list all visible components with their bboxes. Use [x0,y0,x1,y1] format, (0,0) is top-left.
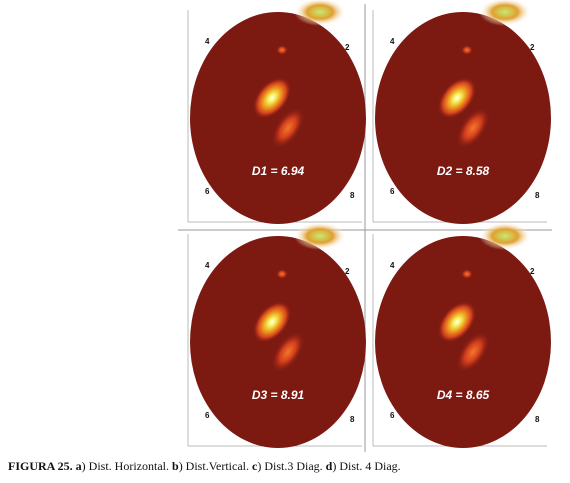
panel-letter: c. [200,243,212,259]
caption-text: ) Dist. Horizontal. [81,459,172,473]
hot-spot [276,269,288,279]
panel: b. D2 = 8.58 4 2 6 8 [372,0,551,224]
heat-map [375,236,551,448]
caption-text: ) Dist.3 Diag. [257,459,326,473]
panel-letter: a. [200,19,212,35]
electrode-number: 2 [530,43,535,52]
panel-letter: d. [385,243,397,259]
electrode-number: 6 [390,411,395,420]
electrode-number: 8 [350,415,355,424]
electrode-number: 2 [345,43,350,52]
distance-label: D3 = 8.91 [252,388,305,402]
hot-spot [456,107,490,149]
hot-spot [437,301,477,343]
panel: c. D3 = 8.91 4 2 6 8 [187,222,366,448]
electrode-number: 4 [205,37,210,46]
caption-text: c [252,459,258,473]
caption-text: ) Dist.Vertical. [178,459,252,473]
electrode-number: 8 [350,191,355,200]
distance-label: D2 = 8.58 [437,164,490,178]
electrode-number: 4 [390,261,395,270]
electrode-number: 4 [205,261,210,270]
electrode-number: 6 [205,411,210,420]
panel: d. D4 = 8.65 4 2 6 8 [372,222,551,448]
hot-spot [461,269,473,279]
electrode-number: 8 [535,191,540,200]
heat-map [190,236,366,448]
hot-spot [294,0,346,26]
distance-label: D1 = 6.94 [252,164,305,178]
heat-map [375,12,551,224]
hot-spot [271,107,305,149]
electrode-number: 8 [535,415,540,424]
hot-spot [252,301,292,343]
hot-spot [479,222,531,250]
heat-map [190,12,366,224]
caption-text: b [172,459,179,473]
panel-letter: b. [385,19,397,35]
hot-spot [294,222,346,250]
caption-text: ) Dist. 4 Diag. [332,459,401,473]
hot-spot [437,77,477,119]
panel: a. D1 = 6.94 4 2 6 8 [187,0,366,224]
electrode-number: 6 [390,187,395,196]
caption-text: d [325,459,333,473]
distance-label: D4 = 8.65 [437,388,490,402]
hot-spot [461,45,473,55]
hot-spot [276,45,288,55]
figure: a. D1 = 6.94 4 2 6 8 b. D2 = 8.58 4 2 6 8 c. D3 = 8.9… [178,0,552,452]
caption-text: FIGURA 25. a [8,459,82,473]
electrode-number: 2 [345,267,350,276]
hot-spot [479,0,531,26]
electrode-number: 6 [205,187,210,196]
hot-spot [456,331,490,373]
caption: FIGURA 25. a) Dist. Horizontal. b) Dist.… [8,459,401,474]
electrode-number: 4 [390,37,395,46]
electrode-number: 2 [530,267,535,276]
hot-spot [252,77,292,119]
hot-spot [271,331,305,373]
